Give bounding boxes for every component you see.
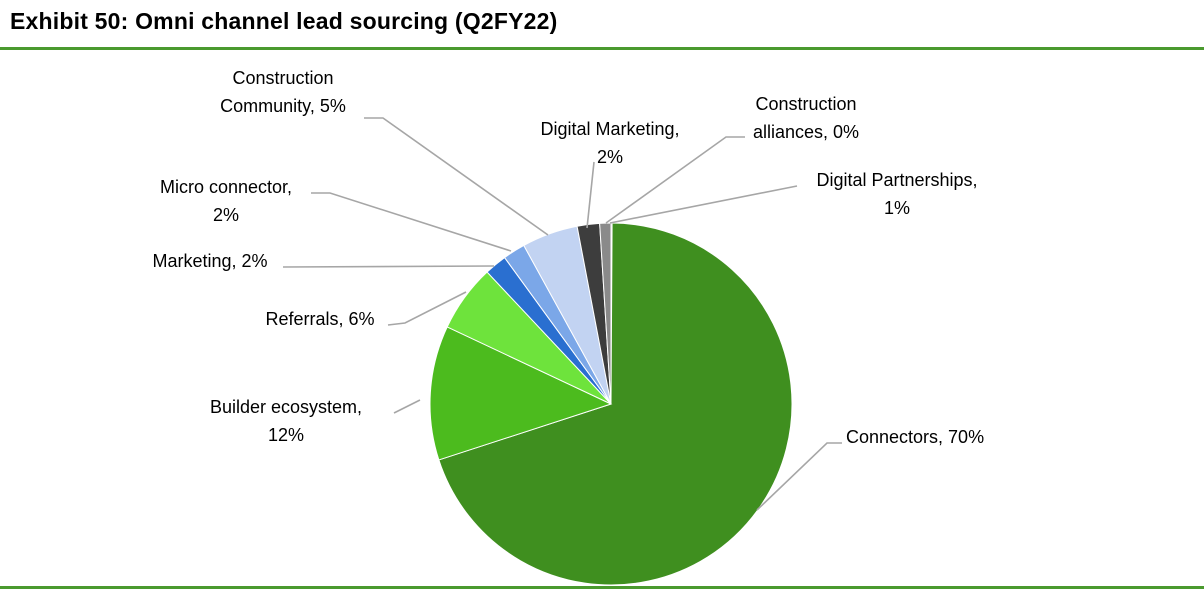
slice-label-construction-alliances: Construction alliances, 0% xyxy=(753,94,859,142)
leader-line-marketing xyxy=(282,265,495,268)
slice-label-digital-marketing: Digital Marketing, 2% xyxy=(540,119,679,167)
leader-line-micro-connector xyxy=(311,192,512,252)
bottom-divider xyxy=(0,586,1204,589)
leader-line-connectors xyxy=(756,442,842,511)
leader-lines xyxy=(282,117,842,511)
slice-label-construction-community: Construction Community, 5% xyxy=(220,68,346,116)
slice-label-referrals: Referrals, 6% xyxy=(265,309,374,329)
slice-label-connectors: Connectors, 70% xyxy=(846,427,984,447)
pie-slices xyxy=(429,222,793,586)
slice-label-micro-connector: Micro connector, 2% xyxy=(160,177,292,225)
leader-line-construction-alliances xyxy=(605,136,745,224)
leader-line-builder-ecosystem xyxy=(393,399,421,414)
slice-label-marketing: Marketing, 2% xyxy=(152,251,267,271)
top-divider xyxy=(0,47,1204,50)
page-title: Exhibit 50: Omni channel lead sourcing (… xyxy=(10,8,558,34)
leader-line-digital-partnerships xyxy=(609,185,798,224)
pie-slice-builder-ecosystem xyxy=(429,326,613,461)
slice-label-builder-ecosystem: Builder ecosystem, 12% xyxy=(210,397,362,445)
slice-labels: Connectors, 70% Builder ecosystem, 12% Refe… xyxy=(152,68,984,447)
leader-line-digital-marketing xyxy=(586,161,595,229)
leader-line-referrals xyxy=(387,291,467,326)
leader-line-construction-community xyxy=(364,117,549,236)
slice-label-digital-partnerships: Digital Partnerships, 1% xyxy=(816,170,977,218)
